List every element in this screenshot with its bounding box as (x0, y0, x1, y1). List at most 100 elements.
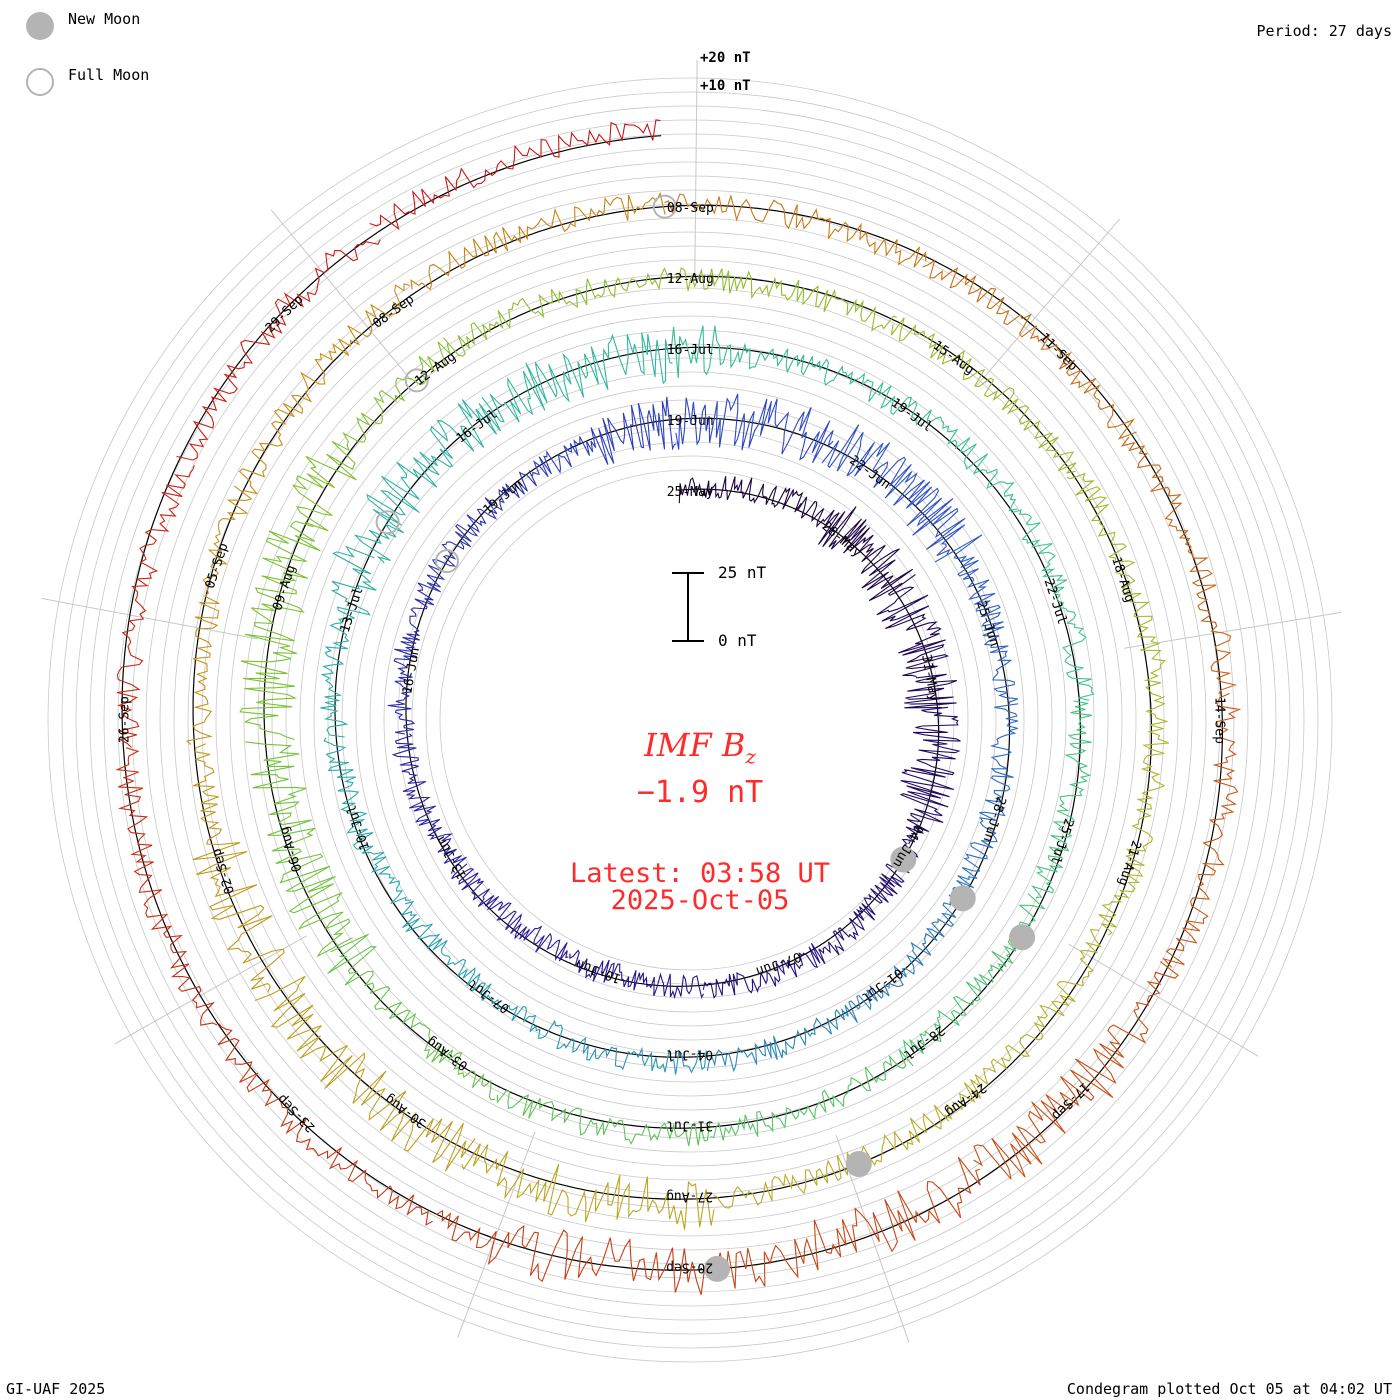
current-value: −1.9 nT (636, 775, 764, 810)
new-moon-marker (1009, 924, 1036, 951)
bz-trace-segment (797, 496, 914, 602)
bz-trace-segment (1098, 696, 1170, 936)
bz-trace-segment (327, 933, 496, 1101)
grid-ring (75, 105, 1305, 1335)
date-label: 08-Sep (667, 201, 714, 216)
date-label: 12-Aug (667, 272, 714, 287)
bz-trace-segment (451, 863, 569, 962)
bz-trace-segment (391, 733, 467, 875)
bz-trace-segment (186, 485, 253, 745)
date-label: 19-Jul (888, 396, 935, 436)
bz-trace-segment (1162, 692, 1242, 968)
bz-trace-segment (481, 332, 673, 423)
bz-trace-segment (435, 1209, 718, 1295)
bz-trace-segment (1120, 436, 1238, 695)
bz-trace-segment (664, 193, 927, 268)
moon-markers (375, 194, 1036, 1282)
bz-trace-segment (116, 465, 195, 748)
bz-trace-segment (671, 325, 866, 386)
date-label: 11-Sep (1036, 330, 1080, 374)
bz-trace-segment (922, 259, 1137, 440)
grid-ring (145, 175, 1235, 1265)
grid-ring (285, 315, 1095, 1125)
bz-trace-segment (944, 928, 1102, 1120)
bz-trace-segment (890, 317, 1077, 474)
grid-ring (313, 343, 1067, 1097)
grid-spoke (1068, 943, 1259, 1057)
date-label: 27-Aug (666, 1189, 713, 1204)
date-label: 23-Sep (275, 1091, 319, 1135)
date-label: 15-Aug (930, 338, 977, 378)
grid-spoke (694, 60, 698, 281)
bz-trace-segment (1011, 509, 1095, 701)
bz-trace-segment (387, 582, 440, 735)
bz-trace-segment (254, 975, 476, 1172)
grid-ring (341, 371, 1039, 1069)
grid-spoke (976, 218, 1121, 387)
new-moon-marker (890, 846, 917, 873)
grid-ring (439, 469, 941, 971)
bz-trace-segment (973, 961, 1179, 1180)
plotted-timestamp: Condegram plotted Oct 05 at 04:02 UT (1066, 1380, 1392, 1398)
new-moon-icon (26, 12, 54, 40)
grid-ring (159, 189, 1221, 1251)
bz-trace-segment (529, 1019, 707, 1075)
legend-full-moon-label: Full Moon (68, 66, 150, 84)
bz-trace-segment (675, 393, 834, 463)
bz-trace-segment (861, 379, 1018, 512)
grid-spoke (457, 1131, 536, 1338)
ring-labels: +20 nT +10 nT (700, 50, 751, 94)
grid-ring (257, 287, 1123, 1153)
bz-trace-segment (192, 743, 285, 993)
date-label: 22-Jul (1041, 577, 1070, 626)
bz-trace-segment (569, 949, 704, 1000)
grid-spoke (41, 597, 258, 640)
date-label: 26-Sep (118, 696, 133, 743)
grid-ring (47, 77, 1333, 1363)
grid-ring (89, 119, 1291, 1321)
grid-spoke (1124, 611, 1342, 649)
bz-trace-segment (239, 520, 321, 741)
legend-new-moon: New Moon (26, 10, 140, 40)
bz-trace-segment (876, 574, 957, 709)
date-label: 29-Sep (263, 292, 307, 336)
grid-ring (61, 91, 1319, 1349)
latest-time: Latest: 03:58 UT (569, 858, 831, 889)
bz-trace-segment (238, 283, 410, 495)
grid-ring (201, 231, 1179, 1209)
grid-ring (397, 427, 983, 1013)
date-label: 13-Jul (338, 585, 367, 634)
full-moon-marker (434, 549, 459, 574)
bz-trace-segment (1066, 472, 1167, 698)
bz-trace-segment (245, 741, 353, 958)
bz-trace-segment (668, 267, 897, 332)
grid-rings (47, 77, 1333, 1363)
bz-trace-segment (710, 1049, 914, 1141)
bz-trace-segment (369, 119, 661, 231)
bz-trace-segment (716, 1156, 981, 1289)
grid-ring (243, 273, 1137, 1167)
ring-label: +20 nT (700, 50, 751, 66)
full-moon-marker (652, 194, 677, 219)
grid-ring (117, 147, 1263, 1293)
bz-trace-segment (461, 1143, 715, 1230)
grid-ring (327, 357, 1053, 1083)
date-label: 04-Jul (666, 1047, 713, 1062)
grid-ring (229, 259, 1151, 1181)
bz-trace-segment (821, 424, 966, 557)
parameter-title: IMF Bz (0, 726, 1400, 768)
grid-spokes (41, 60, 1342, 1343)
bz-trace-segment (115, 747, 218, 1026)
date-label: 09-Aug (270, 563, 299, 612)
date-label: 25-Jun (973, 599, 1002, 648)
grid-ring (173, 203, 1207, 1237)
new-moon-marker (704, 1255, 731, 1282)
grid-ring (369, 399, 1011, 1041)
period-label: Period: 27 days (1256, 22, 1392, 40)
bz-trace-segment (443, 267, 669, 357)
date-label: 16-Jun (400, 646, 423, 695)
bz-trace-segment (702, 941, 840, 1000)
bz-trace-segment (217, 1023, 433, 1226)
grid-ring (187, 217, 1193, 1223)
